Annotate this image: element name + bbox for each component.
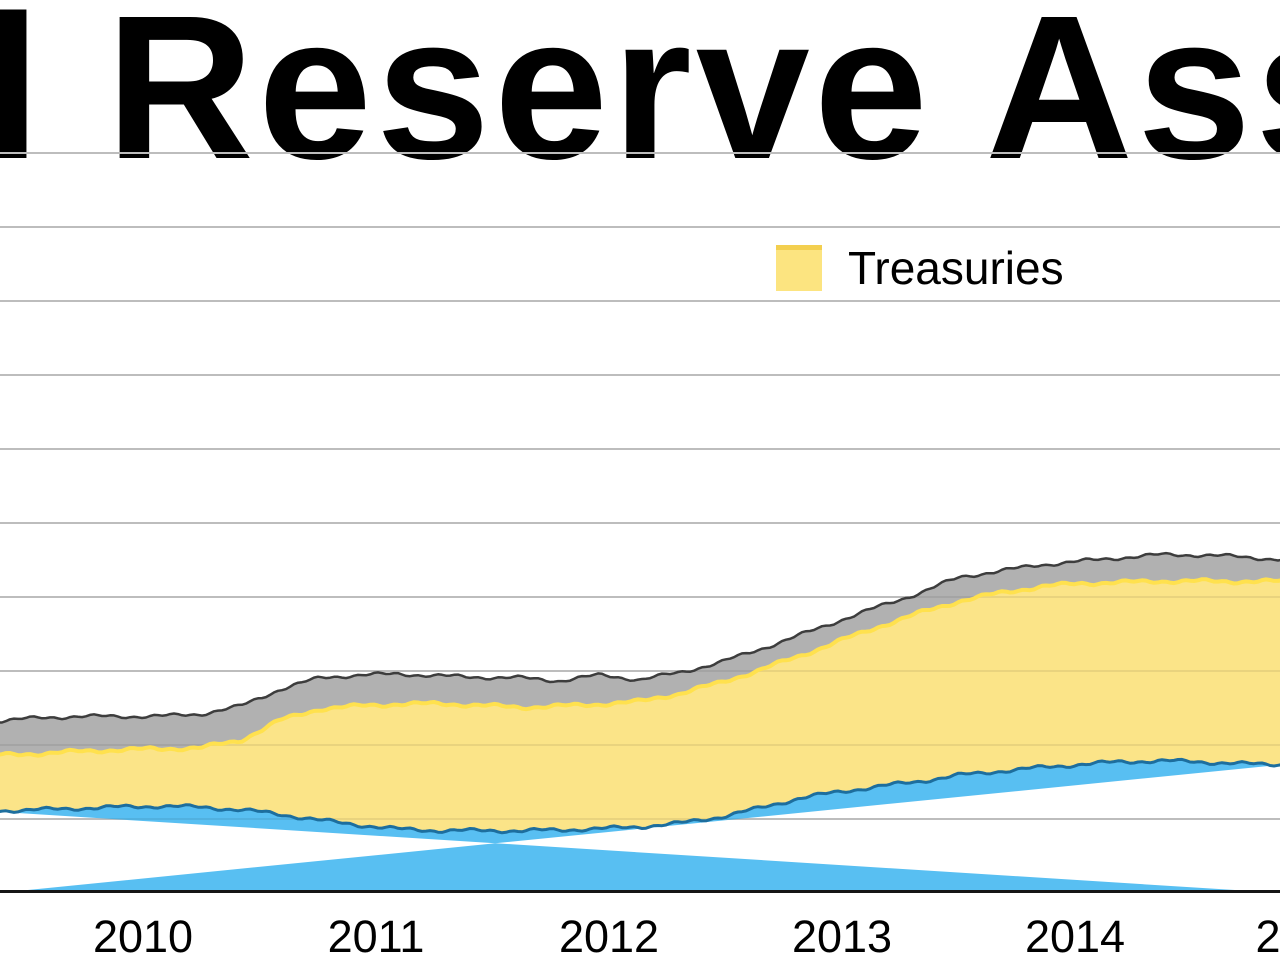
x-axis-label: 2010 — [92, 911, 194, 962]
area-blue-stroke — [0, 757, 1280, 835]
area-treasuries-fill — [0, 579, 1280, 833]
area-gray-stroke — [0, 551, 1280, 724]
x-axis-label: 2014 — [1024, 911, 1126, 962]
x-axis-label: 2013 — [791, 911, 893, 962]
area-gray-fill — [0, 553, 1280, 756]
area-treasuries-stroke — [0, 577, 1280, 758]
legend-swatch-treasuries-icon — [776, 245, 822, 291]
legend-label-treasuries: Treasuries — [848, 242, 1064, 294]
x-axis-label: 2 — [1255, 911, 1280, 962]
area-blue-fill — [0, 759, 1280, 893]
legend: Treasuries — [776, 245, 1064, 291]
x-axis-label: 2012 — [558, 911, 660, 962]
chart-title: l Reserve Ass — [0, 0, 1280, 202]
x-axis-label: 2011 — [327, 911, 425, 962]
